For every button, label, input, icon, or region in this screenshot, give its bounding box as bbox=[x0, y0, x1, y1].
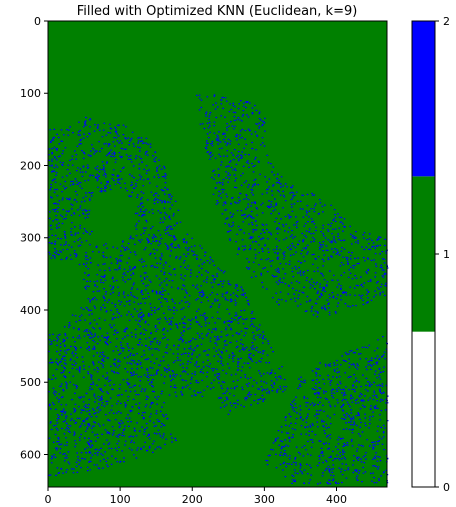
heatmap-speckle-regions bbox=[48, 94, 389, 485]
colorbar-tick-label: 1 bbox=[443, 248, 450, 261]
heatmap-image bbox=[47, 20, 389, 488]
y-tick-label: 500 bbox=[20, 376, 41, 389]
colorbar-segment bbox=[412, 21, 435, 177]
colorbar-segment bbox=[412, 176, 435, 332]
colorbar: 0 1 2 bbox=[411, 15, 450, 494]
x-tick-label: 200 bbox=[182, 493, 203, 506]
colorbar-tick-label: 2 bbox=[443, 15, 450, 28]
speckle-dots bbox=[48, 94, 389, 485]
y-tick-label: 100 bbox=[20, 87, 41, 100]
y-tick-label: 0 bbox=[34, 15, 41, 28]
plot-frame bbox=[47, 20, 388, 488]
x-tick-label: 100 bbox=[110, 493, 131, 506]
y-axis: 0 100 200 300 400 500 600 bbox=[20, 15, 48, 461]
x-tick-label: 300 bbox=[254, 493, 275, 506]
chart-title: Filled with Optimized KNN (Euclidean, k=… bbox=[77, 4, 358, 19]
colorbar-tick-label: 0 bbox=[443, 481, 450, 494]
y-tick-label: 600 bbox=[20, 448, 41, 461]
y-tick-label: 400 bbox=[20, 304, 41, 317]
colorbar-segment bbox=[412, 331, 435, 487]
y-tick-label: 200 bbox=[20, 159, 41, 172]
x-tick-label: 0 bbox=[45, 493, 52, 506]
x-axis: 0 100 200 300 400 bbox=[45, 487, 347, 506]
x-tick-label: 400 bbox=[326, 493, 347, 506]
heatmap-background bbox=[48, 21, 387, 487]
y-tick-label: 300 bbox=[20, 232, 41, 245]
